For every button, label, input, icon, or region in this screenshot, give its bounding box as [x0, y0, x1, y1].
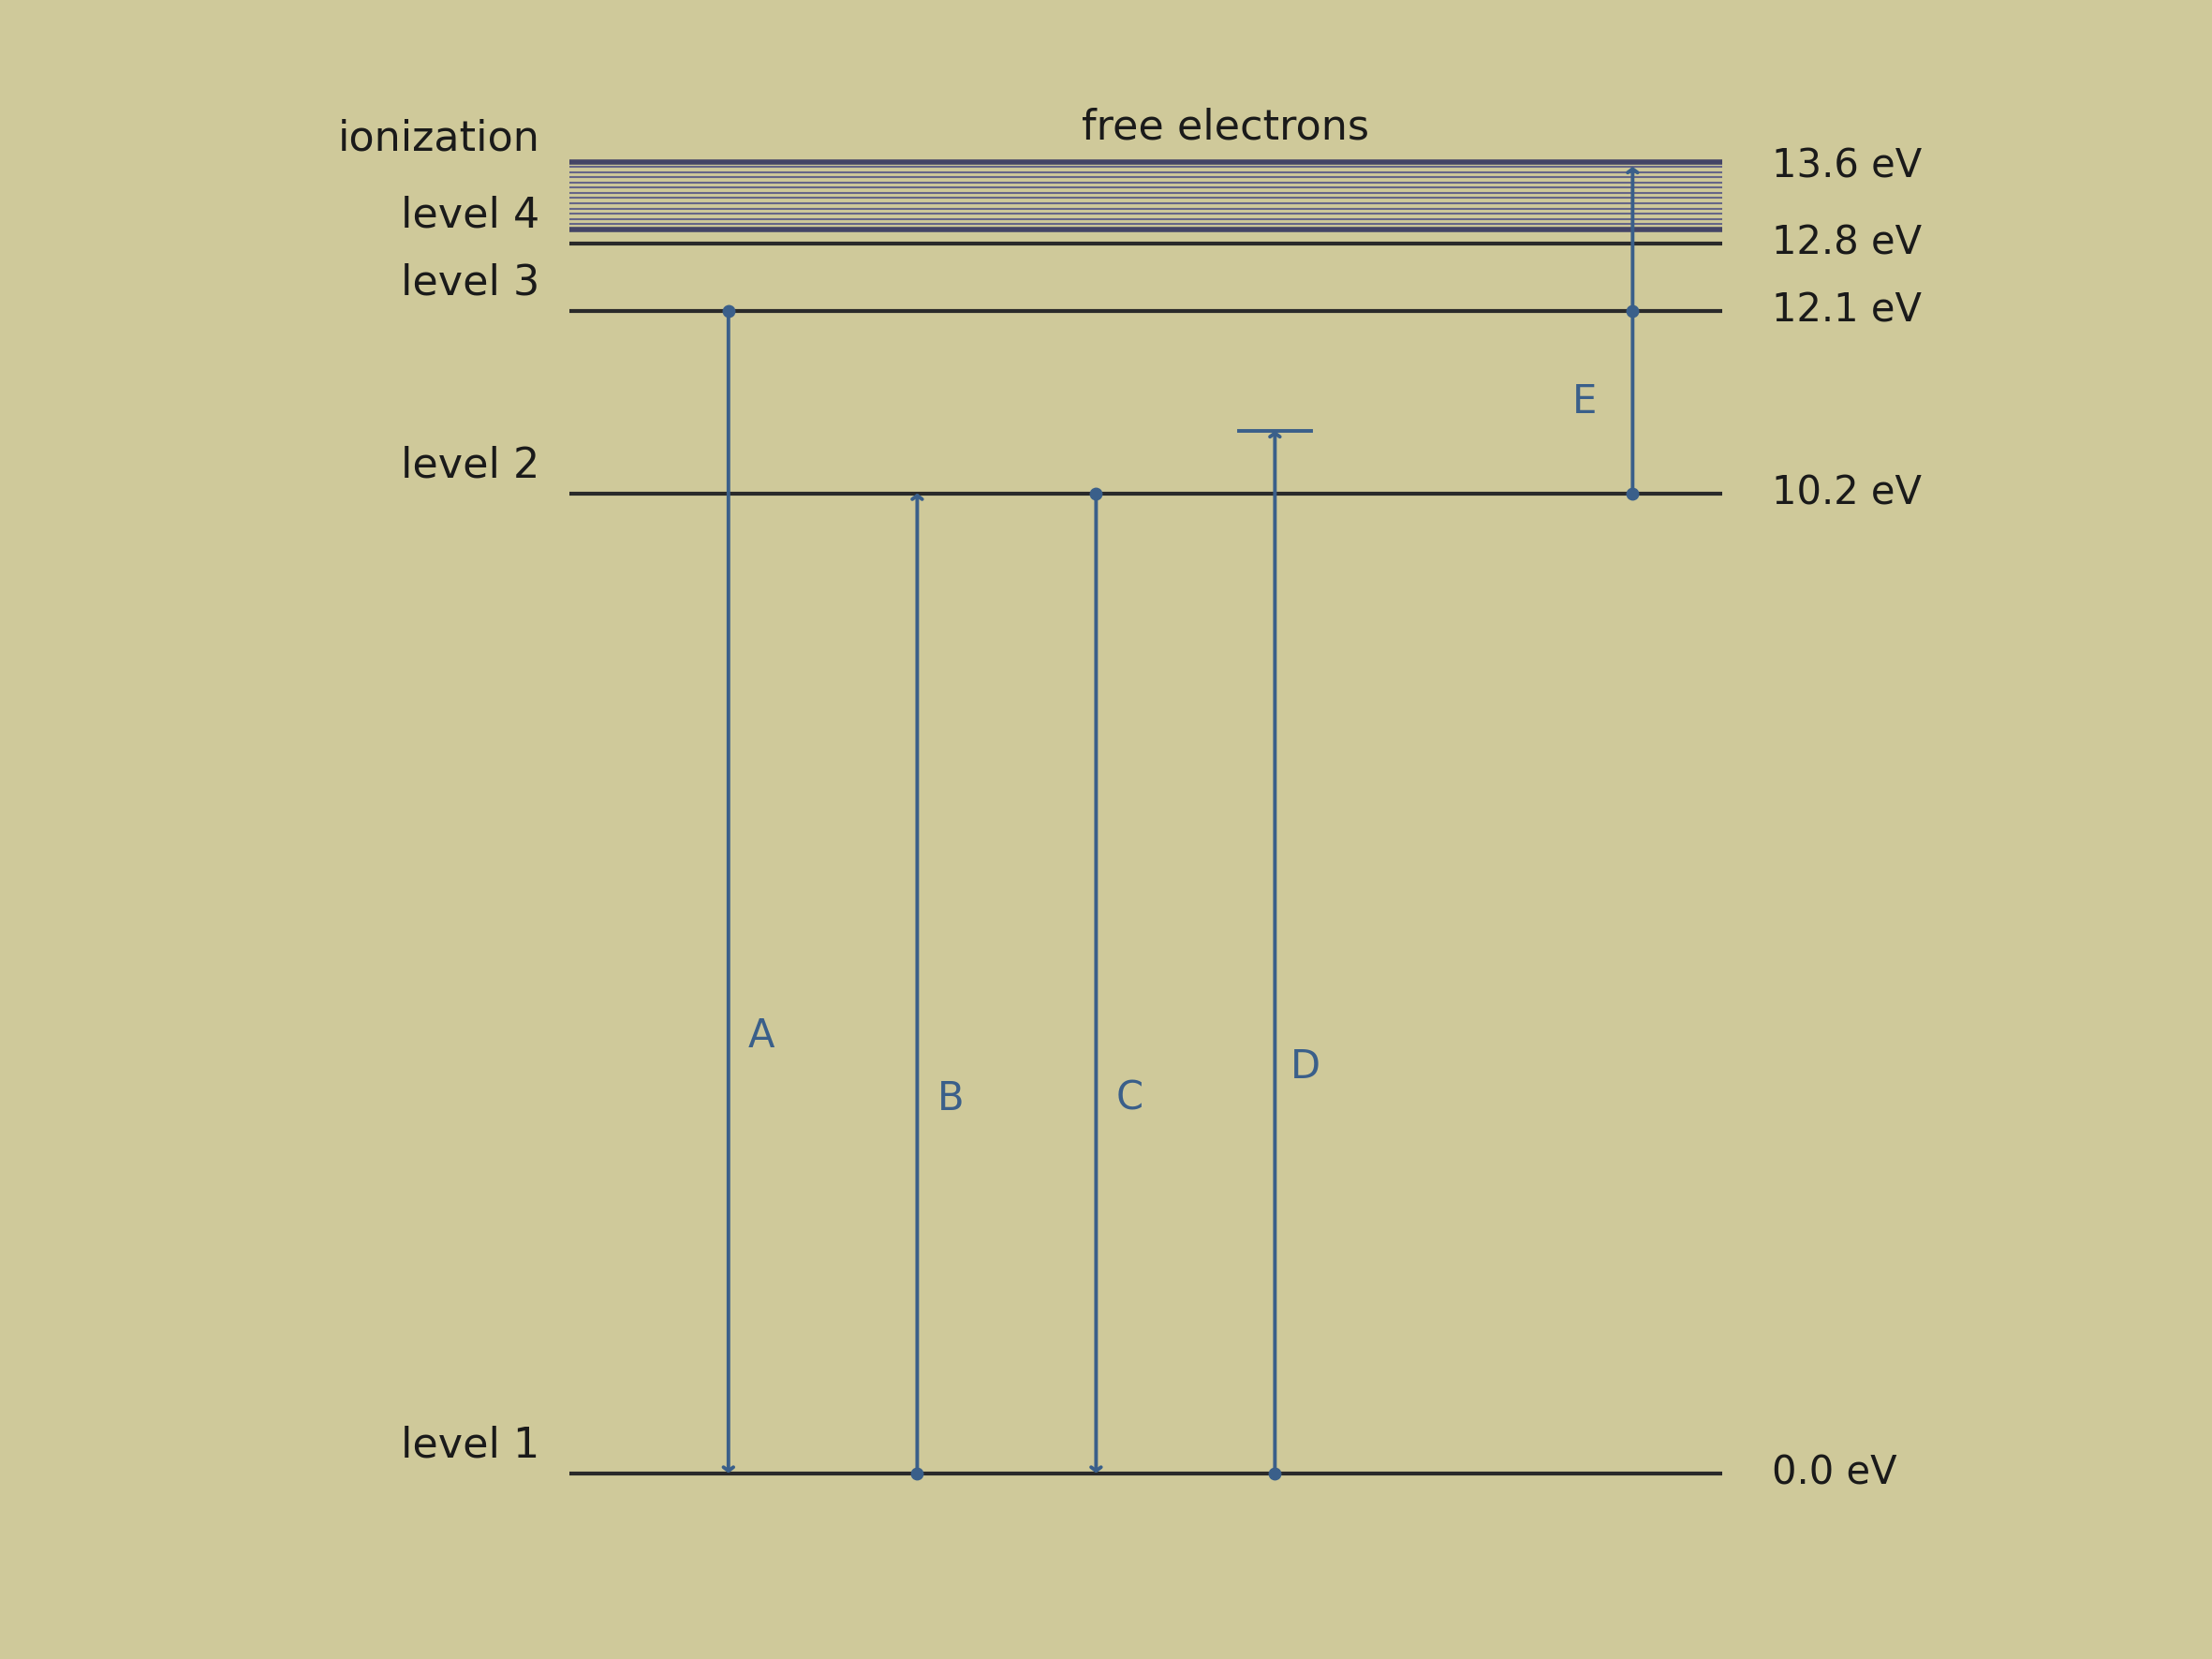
Text: 0.0 eV: 0.0 eV [1772, 1453, 1898, 1493]
Text: C: C [1115, 1078, 1144, 1118]
Text: B: B [938, 1078, 964, 1118]
Text: A: A [748, 1017, 774, 1055]
Text: 12.8 eV: 12.8 eV [1772, 224, 1922, 264]
Text: level 1: level 1 [400, 1425, 540, 1465]
Text: D: D [1292, 1047, 1321, 1087]
Text: free electrons: free electrons [1082, 108, 1369, 148]
Text: level 3: level 3 [400, 262, 540, 304]
Text: E: E [1573, 382, 1597, 421]
Text: ionization: ionization [338, 119, 540, 159]
Text: 12.1 eV: 12.1 eV [1772, 290, 1922, 330]
Text: level 2: level 2 [400, 445, 540, 486]
Text: 10.2 eV: 10.2 eV [1772, 473, 1922, 513]
Text: level 4: level 4 [400, 196, 540, 236]
Text: 13.6 eV: 13.6 eV [1772, 148, 1922, 186]
